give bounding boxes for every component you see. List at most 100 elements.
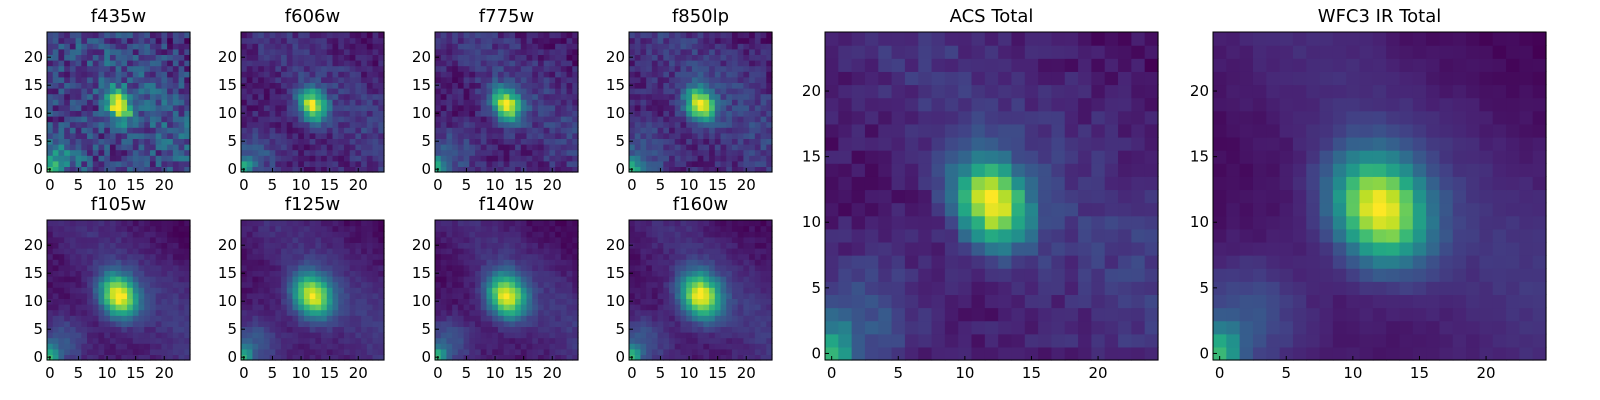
heatmap-cell: [298, 298, 305, 305]
heatmap-cell: [697, 166, 704, 173]
heatmap-cell: [349, 32, 356, 39]
heatmap-cell: [497, 82, 505, 89]
heatmap-cell: [81, 104, 88, 111]
heatmap-cell: [132, 76, 140, 83]
heatmap-cell: [691, 82, 699, 89]
heatmap-cell: [475, 71, 482, 78]
heatmap-cell: [731, 60, 739, 67]
heatmap-cell: [549, 304, 556, 311]
heatmap-cell: [737, 287, 744, 294]
heatmap-cell: [686, 138, 693, 145]
heatmap-cell: [338, 71, 345, 78]
heatmap-cell: [246, 220, 254, 227]
heatmap-cell: [292, 127, 299, 134]
heatmap-cell: [75, 309, 82, 316]
heatmap-cell: [343, 60, 351, 67]
heatmap-cell: [303, 138, 311, 145]
heatmap-cell: [155, 326, 162, 333]
heatmap-cell: [326, 110, 334, 117]
heatmap-cell: [47, 220, 54, 227]
heatmap-cell: [463, 43, 470, 50]
heatmap-cell: [503, 149, 510, 156]
heatmap-cell: [749, 343, 756, 350]
heatmap-cell: [520, 332, 528, 339]
heatmap-cell: [121, 132, 128, 139]
heatmap-cell: [87, 304, 94, 311]
heatmap-cell: [452, 287, 459, 294]
heatmap-cell: [64, 65, 71, 72]
heatmap-cell: [497, 270, 505, 277]
heatmap-cell: [372, 348, 379, 355]
heatmap-cell: [64, 71, 71, 78]
heatmap-cell: [640, 71, 647, 78]
heatmap-cell: [315, 99, 322, 106]
heatmap-cell: [669, 32, 676, 39]
heatmap-cell: [760, 270, 767, 277]
heatmap-cell: [281, 121, 288, 128]
heatmap-cell: [560, 326, 568, 333]
heatmap-cell: [486, 121, 493, 128]
heatmap-cell: [269, 71, 276, 78]
heatmap-cell: [503, 138, 510, 145]
heatmap-cell: [115, 276, 122, 283]
heatmap-cell: [286, 236, 294, 243]
panel-f140w: f140w 0 5 10 15 20 0 5 10 15 20: [412, 188, 588, 388]
heatmap-cell: [338, 82, 345, 89]
heatmap-cell: [292, 248, 299, 255]
heatmap-cell: [720, 60, 727, 67]
heatmap-cell: [726, 121, 733, 128]
heatmap-cell: [132, 276, 140, 283]
heatmap-cell: [252, 32, 259, 39]
heatmap-cell: [378, 354, 385, 361]
heatmap-cell: [269, 309, 276, 316]
heatmap-cell: [132, 149, 140, 156]
heatmap-cell: [680, 155, 687, 162]
heatmap-cell: [640, 332, 647, 339]
heatmap-cell: [440, 155, 448, 162]
heatmap-cell: [503, 88, 510, 95]
heatmap-cell: [686, 82, 693, 89]
heatmap-cell: [515, 37, 522, 44]
heatmap-cell: [532, 138, 539, 145]
heatmap-cell: [64, 104, 71, 111]
heatmap-cell: [378, 270, 385, 277]
heatmap-cell: [486, 225, 493, 232]
heatmap-cell: [435, 88, 442, 95]
heatmap-cell: [343, 93, 351, 100]
x-tick-label: 10: [98, 364, 117, 382]
heatmap-cell: [275, 225, 282, 232]
heatmap-cell: [503, 332, 510, 339]
heatmap-cell: [515, 155, 522, 162]
heatmap-cell: [92, 65, 100, 72]
heatmap-cell: [47, 93, 54, 100]
heatmap-cell: [58, 276, 65, 283]
heatmap-cell: [475, 32, 482, 39]
heatmap-cell: [75, 104, 82, 111]
heatmap-cell: [241, 65, 248, 72]
heatmap-cell: [691, 276, 699, 283]
heatmap-cell: [720, 76, 727, 83]
heatmap-cell: [69, 276, 77, 283]
x-tick-label: 10: [486, 364, 505, 382]
heatmap-cell: [543, 354, 550, 361]
heatmap-cell: [686, 127, 693, 134]
heatmap-cell: [714, 320, 722, 327]
heatmap-cell: [651, 264, 659, 271]
heatmap-cell: [469, 354, 476, 361]
heatmap-cell: [121, 264, 128, 271]
heatmap-cell: [463, 132, 470, 139]
heatmap-cell: [366, 132, 374, 139]
heatmap-cell: [138, 54, 145, 61]
heatmap-cell: [440, 60, 448, 67]
heatmap-cell: [435, 225, 442, 232]
heatmap-cell: [503, 236, 510, 243]
heatmap-cell: [440, 287, 448, 294]
heatmap-cell: [492, 138, 499, 145]
heatmap-cell: [155, 354, 162, 361]
heatmap-cell: [155, 54, 162, 61]
heatmap-cell: [184, 60, 191, 67]
heatmap-cell: [555, 225, 562, 232]
heatmap-cell: [172, 104, 180, 111]
heatmap-cell: [629, 160, 636, 167]
heatmap-cell: [326, 76, 334, 83]
